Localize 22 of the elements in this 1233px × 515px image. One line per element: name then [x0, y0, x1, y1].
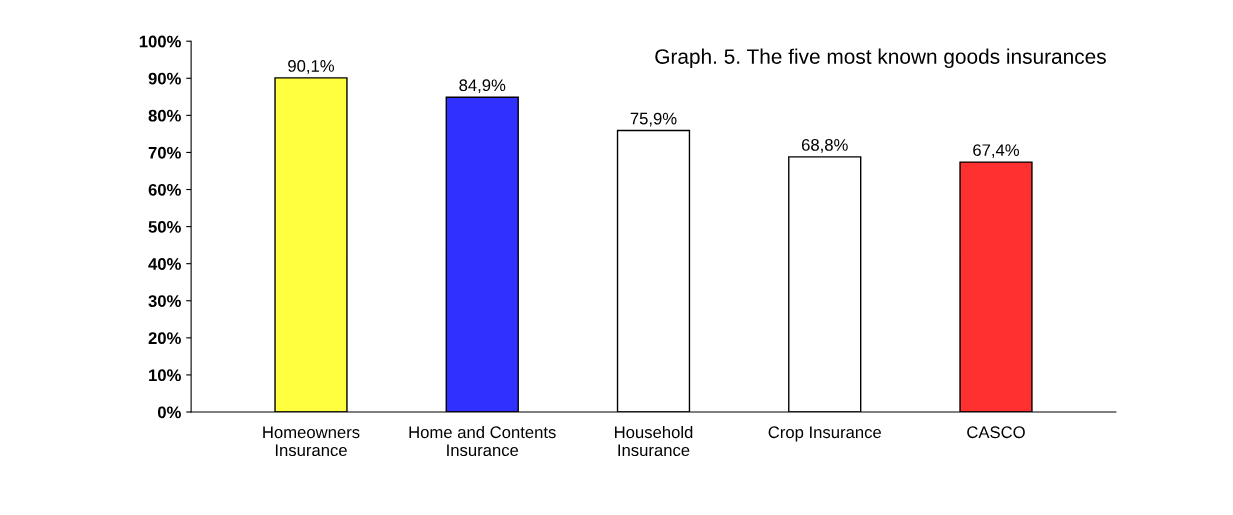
data-label: 90,1%	[288, 60, 335, 74]
y-tick-label: 30%	[148, 295, 181, 307]
y-tick-label: 50%	[148, 221, 181, 233]
data-label: 67,4%	[973, 144, 1020, 158]
y-tick-label: 70%	[148, 146, 181, 159]
y-tick-label: 0%	[157, 406, 181, 419]
y-tick-label: 100%	[139, 35, 181, 48]
x-tick-label: Homeowners Insurance	[263, 426, 360, 457]
x-tick-label: Home and Contents Insurance	[409, 425, 556, 457]
y-tick-label: 20%	[148, 332, 181, 345]
x-tick-label: Household Insurance	[615, 425, 693, 457]
data-label: 84,9%	[459, 79, 506, 94]
chart-title: Graph. 5. The five most known goods insurances	[655, 48, 1106, 69]
x-tick-label: Crop Insurance	[768, 426, 881, 442]
data-label: 75,9%	[630, 112, 677, 127]
y-tick-label: 10%	[149, 369, 181, 382]
y-tick-label: 80%	[148, 109, 181, 122]
x-tick-label: CASCO	[967, 426, 1025, 439]
y-tick-label: 40%	[148, 258, 181, 270]
data-label: 68,8%	[801, 139, 848, 153]
y-tick-label: 60%	[148, 183, 181, 196]
y-tick-label: 90%	[148, 72, 181, 85]
